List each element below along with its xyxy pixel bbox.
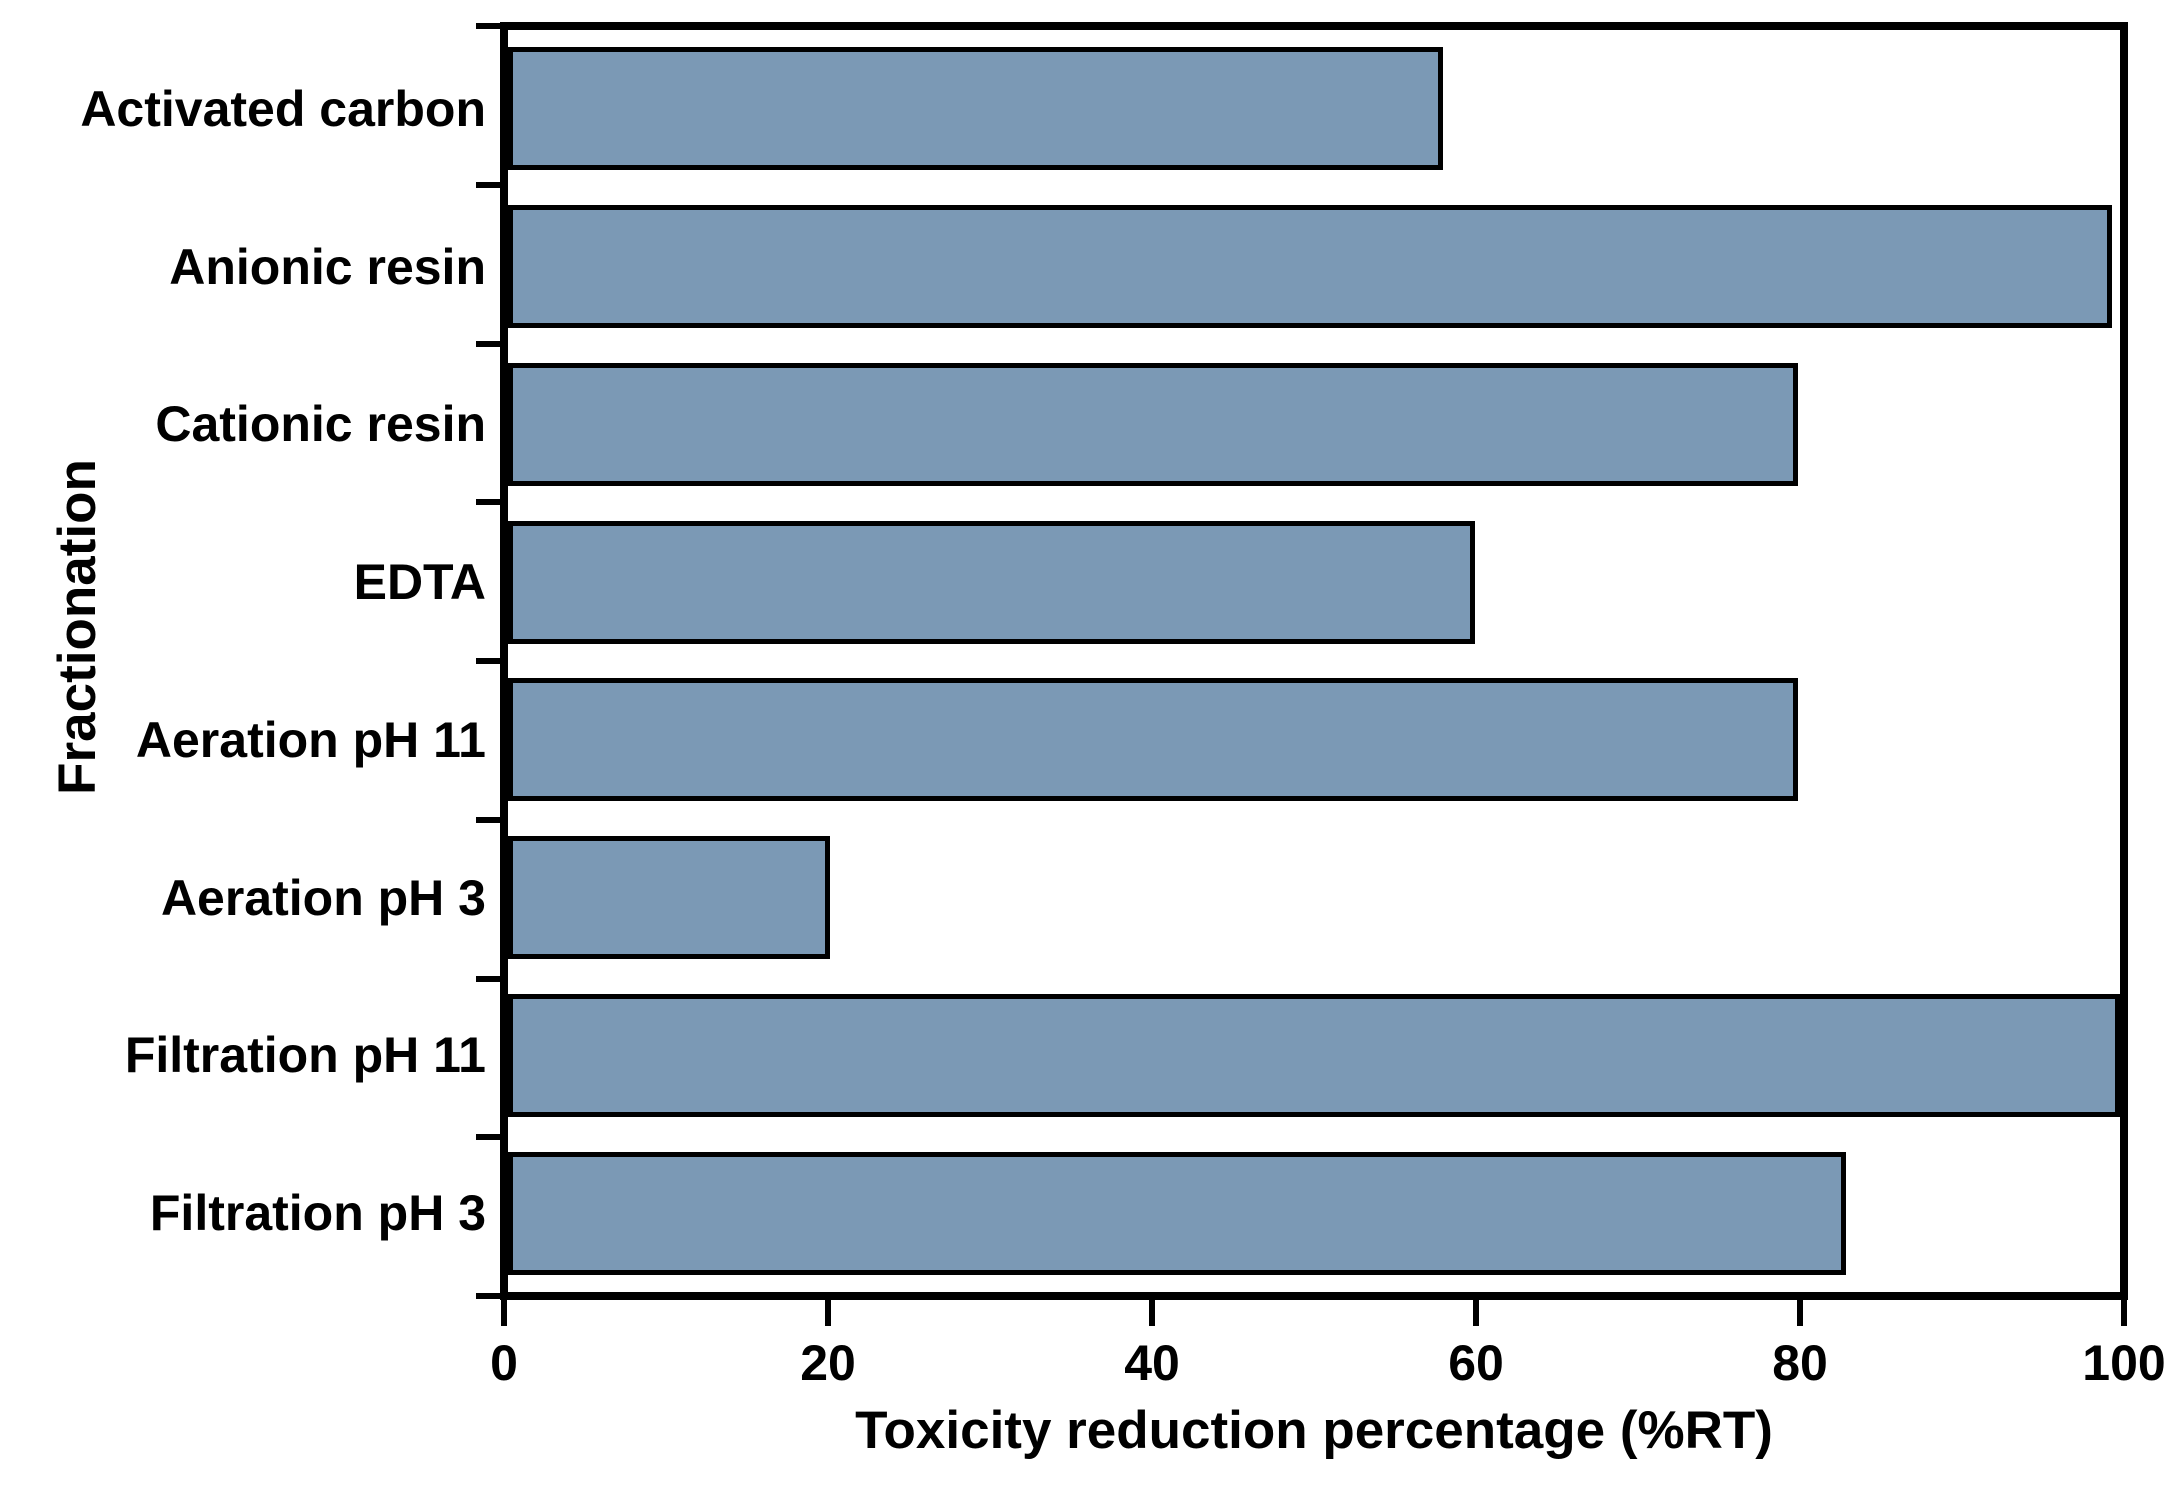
x-axis-tick-label: 20 bbox=[800, 1335, 856, 1391]
x-axis-tick-label: 0 bbox=[490, 1335, 518, 1391]
y-axis-tick bbox=[476, 182, 504, 188]
category-label: Filtration pH 3 bbox=[149, 1185, 486, 1241]
bar-aeration-ph-3 bbox=[508, 836, 830, 959]
x-axis-tick-label: 100 bbox=[2082, 1335, 2166, 1391]
category-label: Activated carbon bbox=[80, 81, 486, 137]
category-label: Anionic resin bbox=[169, 239, 486, 295]
bar-activated-carbon bbox=[508, 47, 1443, 170]
bar-filtration-ph-3 bbox=[508, 1152, 1846, 1275]
bar-filtration-ph-11 bbox=[508, 994, 2120, 1117]
x-axis-tick-label: 80 bbox=[1772, 1335, 1828, 1391]
bar-cationic-resin bbox=[508, 363, 1798, 486]
y-axis-title: Fractionation bbox=[48, 459, 107, 795]
y-axis-tick bbox=[476, 499, 504, 505]
x-axis-tick bbox=[1149, 1300, 1155, 1326]
x-axis-tick bbox=[1473, 1300, 1479, 1326]
category-label: Aeration pH 11 bbox=[135, 712, 486, 768]
y-axis-tick bbox=[476, 658, 504, 664]
category-label: Cationic resin bbox=[155, 396, 486, 452]
x-axis-tick bbox=[2121, 1300, 2127, 1326]
y-axis-tick bbox=[476, 976, 504, 982]
bar-anionic-resin bbox=[508, 205, 2112, 328]
y-axis-tick bbox=[476, 1293, 504, 1299]
category-label: Filtration pH 11 bbox=[124, 1027, 486, 1083]
bar-aeration-ph-11 bbox=[508, 678, 1798, 801]
category-label: Aeration pH 3 bbox=[160, 870, 486, 926]
y-axis-tick bbox=[476, 817, 504, 823]
x-axis-tick-label: 60 bbox=[1448, 1335, 1504, 1391]
category-label: EDTA bbox=[353, 554, 486, 610]
y-axis-tick bbox=[476, 1134, 504, 1140]
y-axis-tick bbox=[476, 23, 504, 29]
x-axis-tick-label: 40 bbox=[1124, 1335, 1180, 1391]
x-axis-tick bbox=[1797, 1300, 1803, 1326]
bar-edta bbox=[508, 521, 1475, 644]
x-axis-tick bbox=[501, 1300, 507, 1326]
plot-area bbox=[500, 22, 2128, 1300]
x-axis-title: Toxicity reduction percentage (%RT) bbox=[855, 1401, 1773, 1460]
y-axis-tick bbox=[476, 341, 504, 347]
x-axis-tick bbox=[825, 1300, 831, 1326]
